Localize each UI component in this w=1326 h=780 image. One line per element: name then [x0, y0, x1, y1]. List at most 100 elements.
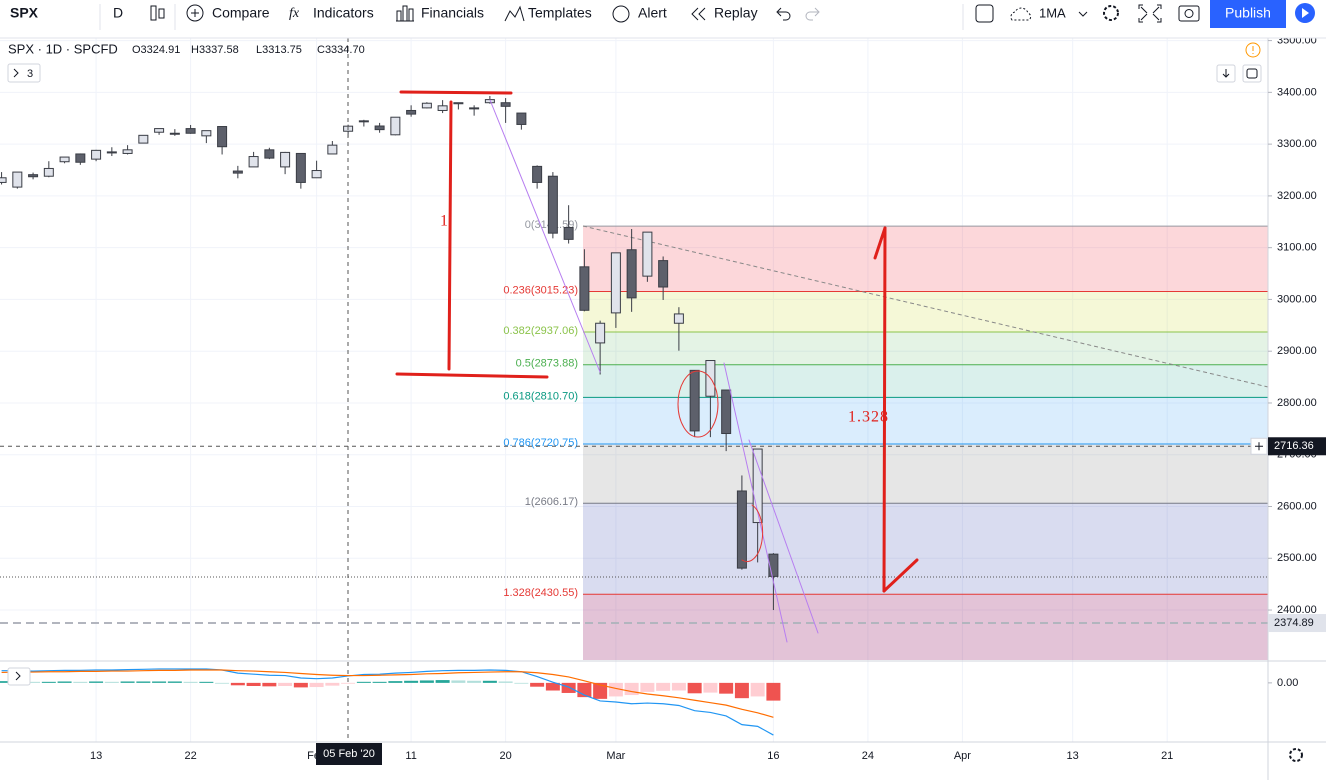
crosshair-price-bg — [1268, 437, 1326, 456]
candle-body — [217, 126, 228, 148]
candle-body — [295, 152, 306, 183]
indicators-icon: fx — [289, 6, 300, 21]
price-label-bg — [1268, 614, 1326, 633]
fib-zone — [583, 332, 1268, 365]
histogram-bar — [388, 681, 403, 683]
candle-body — [248, 156, 259, 168]
settings-button[interactable] — [1103, 5, 1119, 21]
crosshair-date: 05 Feb '20 — [323, 748, 375, 760]
candle-body — [0, 177, 7, 183]
redo[interactable] — [805, 7, 820, 21]
x-tick-label: Apr — [954, 750, 971, 762]
candle-body — [736, 490, 747, 569]
histogram-bar — [215, 682, 230, 684]
x-tick-label: Mar — [606, 750, 625, 762]
histogram-bar — [57, 681, 72, 683]
histogram-bar — [230, 682, 245, 686]
chevron — [15, 671, 21, 681]
compare-icon[interactable] — [186, 4, 204, 22]
histogram-bar — [372, 681, 387, 683]
histogram-bar — [309, 682, 324, 688]
compare-button[interactable]: Compare — [212, 5, 270, 21]
histogram-bar — [419, 680, 434, 683]
x-tick-label: 24 — [862, 750, 874, 762]
histogram-bar — [656, 682, 671, 691]
histogram-bar — [404, 680, 419, 683]
legend-high: H3337.58 — [191, 44, 239, 56]
red-line — [447, 100, 453, 371]
histogram-bar — [183, 681, 198, 683]
histogram-bar — [640, 682, 655, 692]
layout-name[interactable]: 1MA — [1039, 5, 1066, 20]
candle-body — [437, 105, 448, 111]
histogram-bar — [467, 680, 482, 683]
histogram-bar — [89, 681, 104, 683]
fib-zone — [583, 397, 1268, 444]
y-tick-label: 2500.00 — [1277, 552, 1317, 564]
candle-body — [185, 128, 196, 134]
fib-zone — [583, 443, 1268, 504]
indicators-button[interactable]: Indicators — [313, 5, 374, 21]
financials-button[interactable]: Financials — [421, 5, 484, 21]
candle-body — [673, 313, 684, 324]
candle-body — [689, 369, 700, 432]
fib-retracement: 0(3141.59)0.236(3015.23)0.382(2937.06)0.… — [503, 219, 1268, 660]
maximize-button[interactable] — [1242, 64, 1262, 83]
histogram-bar — [120, 681, 135, 683]
y-tick-label: 3100.00 — [1277, 242, 1317, 254]
fib-zone — [583, 503, 1268, 595]
dropdown[interactable] — [1078, 11, 1088, 17]
alert-button[interactable]: Alert — [638, 5, 667, 21]
histogram-bar — [545, 682, 560, 691]
y-tick-label: 2400.00 — [1277, 604, 1317, 616]
histogram-bar — [498, 681, 513, 683]
candle-body — [516, 112, 527, 125]
histogram-bar — [593, 682, 608, 699]
plus-icon — [1255, 442, 1263, 451]
red-line — [395, 372, 549, 379]
circle-mark — [677, 370, 719, 438]
fib-zone — [583, 226, 1268, 292]
red-line — [882, 558, 919, 593]
fib-label: 0.382(2937.06) — [503, 325, 578, 337]
warning-icon[interactable] — [1245, 42, 1261, 58]
histogram-bar — [514, 682, 529, 684]
interval[interactable]: D — [113, 5, 123, 21]
histogram-bar — [608, 682, 623, 697]
legend-open: O3324.91 — [132, 44, 180, 56]
layout-button[interactable] — [975, 4, 994, 23]
x-tick-label: 13 — [90, 750, 102, 762]
histogram-bar — [687, 682, 702, 694]
indicator-toggle[interactable] — [7, 63, 41, 83]
candle-body — [122, 149, 133, 154]
candle-body — [169, 132, 180, 135]
candle-body — [579, 266, 590, 311]
undo[interactable] — [776, 7, 791, 21]
replay-button[interactable]: Replay — [714, 5, 758, 21]
x-tick-label: 21 — [1161, 750, 1173, 762]
histogram-bar — [530, 682, 545, 687]
y-tick-label: 3400.00 — [1277, 86, 1317, 98]
snapshot-button[interactable] — [1178, 5, 1200, 22]
histogram-bar — [719, 682, 734, 694]
red-line — [873, 226, 887, 260]
candle-body — [75, 153, 86, 163]
x-tick-label: 22 — [184, 750, 196, 762]
symbol[interactable]: SPX — [10, 5, 39, 21]
histogram-bar — [262, 682, 277, 687]
candle-body — [311, 170, 322, 179]
publish-button[interactable] — [1210, 0, 1286, 28]
candle-body — [610, 252, 621, 314]
annotation: 1 — [440, 213, 448, 230]
axis-settings[interactable] — [1289, 748, 1303, 762]
candle-body — [232, 170, 243, 174]
histogram-bar — [246, 682, 261, 686]
candle-body — [658, 260, 669, 288]
histogram-bar — [73, 681, 88, 683]
templates-button[interactable]: Templates — [528, 5, 592, 21]
chart-type-icon[interactable] — [150, 5, 165, 21]
fullscreen-button[interactable] — [1138, 4, 1162, 23]
maximize-icon — [1246, 68, 1258, 79]
candle-body — [421, 102, 432, 109]
